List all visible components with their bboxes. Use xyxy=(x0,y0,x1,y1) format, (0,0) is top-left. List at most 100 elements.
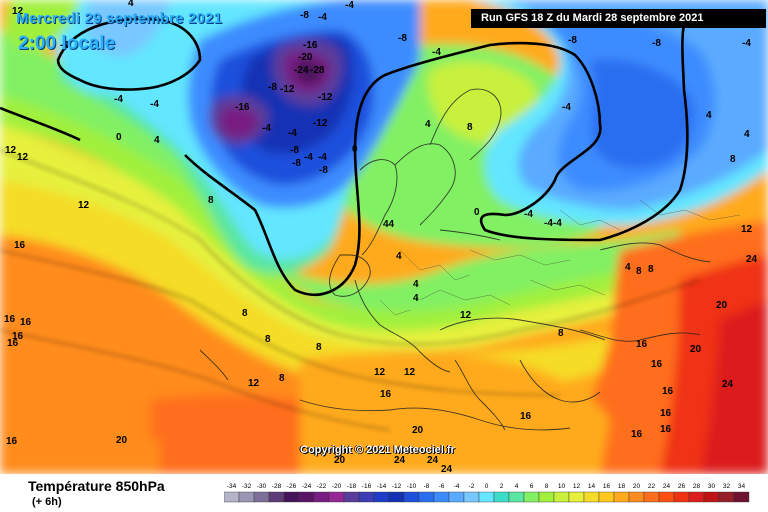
legend-tick-label: -30 xyxy=(257,483,267,490)
legend-swatch xyxy=(478,491,495,503)
contour-labels: -8 -4 -4 -16 -20 -24 -28 -12 -12 -16 -12… xyxy=(4,0,758,474)
contour-label: 20 xyxy=(334,455,346,466)
contour-label: 0 xyxy=(352,144,358,155)
legend-swatch xyxy=(568,491,585,503)
legend-swatch xyxy=(224,491,240,503)
legend-swatch xyxy=(448,491,465,503)
variable-title: Température 850hPa xyxy=(28,478,165,494)
contour-label: -8 xyxy=(268,82,277,93)
contour-label: 12 xyxy=(460,310,472,321)
legend-swatch xyxy=(298,491,315,503)
contour-label: 8 xyxy=(279,373,285,384)
contour-label: 4 xyxy=(706,110,712,121)
legend-tick-label: 20 xyxy=(633,483,641,490)
contour-label: 16 xyxy=(636,339,648,350)
contour-label: 8 xyxy=(467,122,473,133)
legend-swatch xyxy=(598,491,615,503)
legend-tick-label: -14 xyxy=(377,483,387,490)
legend-swatch xyxy=(673,491,690,503)
contour-label: 12 xyxy=(248,378,260,389)
contour-label: 8 xyxy=(648,264,654,275)
contour-label: 4 xyxy=(154,135,160,146)
contour-label: -4 xyxy=(288,128,297,139)
contour-label: -4 xyxy=(304,152,313,163)
contour-label: 8 xyxy=(636,266,642,277)
contour-label: -4 xyxy=(742,38,751,49)
legend-tick-label: 4 xyxy=(515,483,519,490)
contour-label: -8 xyxy=(398,33,407,44)
legend-tick-label: 2 xyxy=(500,483,504,490)
legend-swatch xyxy=(373,491,390,503)
contour-label: 4 xyxy=(396,251,402,262)
legend-swatch xyxy=(268,491,285,503)
contour-label: 20 xyxy=(116,435,128,446)
contour-label: 4 xyxy=(128,0,134,9)
contour-label: 16 xyxy=(7,338,19,349)
contour-label: 8 xyxy=(316,342,322,353)
contour-label: -8 xyxy=(568,35,577,46)
legend-tick-label: 34 xyxy=(738,483,746,490)
contour-label: 24 xyxy=(746,254,758,265)
contour-label: -24 xyxy=(294,65,309,76)
legend-swatch xyxy=(718,491,735,503)
legend-swatch xyxy=(418,491,435,503)
temperature-field xyxy=(0,0,768,474)
contour-label: 16 xyxy=(20,317,32,328)
legend-tick-label: 0 xyxy=(485,483,489,490)
contour-label: 16 xyxy=(660,424,672,435)
contour-label: -4 xyxy=(345,0,354,11)
legend-tick-label: 12 xyxy=(573,483,581,490)
contour-label: -4 xyxy=(114,94,123,105)
contour-label: -12 xyxy=(318,92,333,103)
legend-swatch xyxy=(238,491,255,503)
legend-tick-label: 32 xyxy=(723,483,731,490)
contour-label: -4 xyxy=(524,209,533,220)
legend-tick-label: 28 xyxy=(693,483,701,490)
legend-tick-label: 30 xyxy=(708,483,716,490)
contour-label: 12 xyxy=(12,6,24,17)
legend-tick-label: -18 xyxy=(347,483,357,490)
legend-swatch xyxy=(313,491,330,503)
legend-swatch xyxy=(553,491,570,503)
contour-label: -4 xyxy=(60,40,69,51)
legend-swatch xyxy=(433,491,450,503)
legend-swatch xyxy=(358,491,375,503)
legend-swatch xyxy=(583,491,600,503)
legend-swatch xyxy=(493,491,510,503)
contour-label: -8 xyxy=(292,158,301,169)
legend-tick-label: -26 xyxy=(287,483,297,490)
legend-tick-label: 26 xyxy=(678,483,686,490)
legend-swatch xyxy=(388,491,405,503)
contour-label: 20 xyxy=(716,300,728,311)
contour-label: 16 xyxy=(4,314,16,325)
borders xyxy=(379,199,741,316)
contour-label: 44 xyxy=(383,219,395,230)
legend-swatch xyxy=(733,491,750,503)
contour-label: 16 xyxy=(380,389,392,400)
legend-tick-label: -2 xyxy=(469,483,475,490)
contour-label: 24 xyxy=(441,464,453,474)
contour-label: 8 xyxy=(730,154,736,165)
legend-swatch xyxy=(328,491,345,503)
contour-label: -8 xyxy=(319,165,328,176)
contour-label: 0 xyxy=(474,207,480,218)
legend-swatch xyxy=(538,491,555,503)
contour-label: -8 xyxy=(300,10,309,21)
contour-label: 12 xyxy=(5,145,17,156)
legend-swatch xyxy=(523,491,540,503)
legend-tick-label: 22 xyxy=(648,483,656,490)
contour-label: 8 xyxy=(242,308,248,319)
contour-label: 16 xyxy=(520,411,532,422)
contour-label: -4 xyxy=(318,152,327,163)
legend-swatch xyxy=(628,491,645,503)
contour-label: -4 xyxy=(150,99,159,110)
legend-tick-label: -32 xyxy=(242,483,252,490)
contour-label: 16 xyxy=(660,408,672,419)
contour-label: 4 xyxy=(744,129,750,140)
contour-label: -4-4 xyxy=(544,218,562,229)
isotherm-contours xyxy=(0,149,701,431)
coastlines xyxy=(199,88,711,431)
legend-swatch xyxy=(688,491,705,503)
copyright-text: Copyright © 2021 Meteociel.fr xyxy=(300,444,455,456)
